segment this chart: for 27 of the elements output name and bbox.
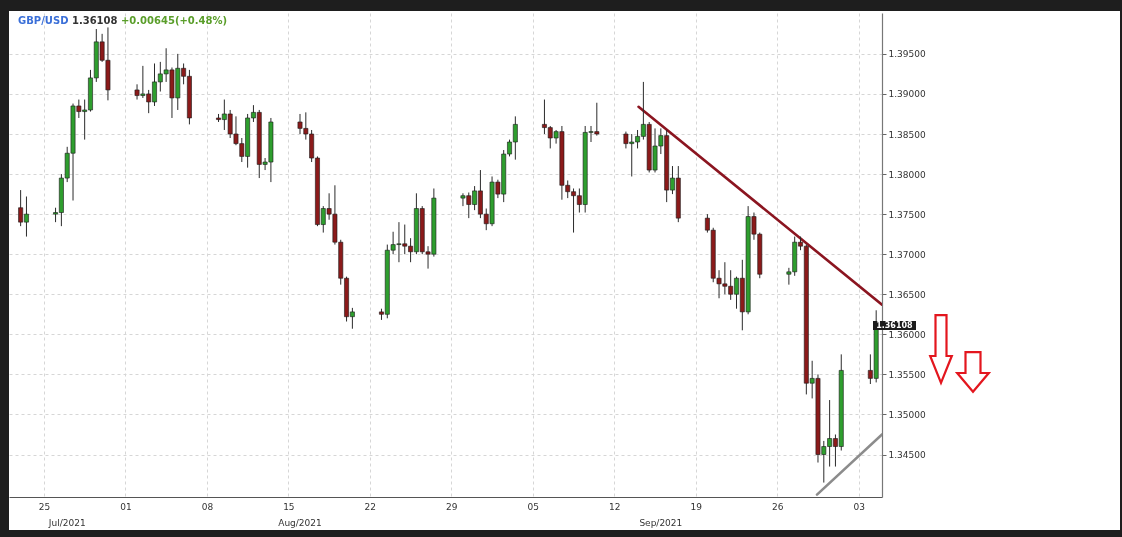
x-tick-label: 01 xyxy=(120,501,132,512)
x-tick-label: 26 xyxy=(772,501,784,512)
y-tick-label: 1.36000 xyxy=(888,329,926,340)
y-tick-label: 1.39000 xyxy=(888,89,926,100)
x-tick-label: 19 xyxy=(690,501,703,512)
y-tick-label: 1.38500 xyxy=(888,129,926,140)
y-tick-label: 1.39500 xyxy=(888,49,926,60)
y-tick-label: 1.38000 xyxy=(888,169,926,180)
y-tick-label: 1.34500 xyxy=(888,450,926,461)
y-tick-label: 1.35000 xyxy=(888,409,926,420)
annotation: 1.36108 xyxy=(873,321,916,331)
x-tick-label: 25 xyxy=(38,501,51,512)
y-tick-label: 1.36500 xyxy=(888,289,926,300)
x2-tick-label: Sep/2021 xyxy=(639,518,683,528)
x-tick-label: 12 xyxy=(609,501,621,512)
x2-tick-label: Aug/2021 xyxy=(278,518,322,528)
y-tick-label: 1.35500 xyxy=(888,369,926,380)
x-tick-label: 22 xyxy=(364,501,377,512)
x-tick-label: 08 xyxy=(201,501,214,512)
x2-tick-label: Jul/2021 xyxy=(47,518,86,528)
y-tick-label: 1.37500 xyxy=(888,209,926,220)
x-tick-label: 15 xyxy=(283,501,295,512)
x-tick-label: 05 xyxy=(527,501,540,512)
x-tick-label: 03 xyxy=(853,501,865,512)
x-tick-label: 29 xyxy=(446,501,458,512)
y-tick-label: 1.37000 xyxy=(888,249,926,260)
chart-title: GBP/USD 1.36108 +0.00645(+0.48%) xyxy=(18,15,228,26)
